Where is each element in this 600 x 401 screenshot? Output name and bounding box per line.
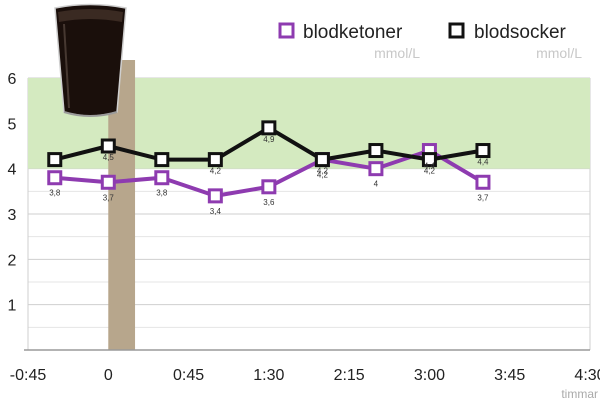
marker-blodketoner [100,174,116,190]
legend-unit-blodketoner: mmol/L [374,45,420,61]
data-label-blodsocker: 4,4 [477,158,489,167]
marker-blodketoner [261,179,277,195]
y-tick-label: 6 [8,71,17,88]
data-label-blodketoner: 3,4 [210,207,222,216]
marker-blodsocker [314,152,330,168]
marker-blodsocker [207,152,223,168]
data-label-blodsocker: 4,2 [210,167,222,176]
y-tick-label: 3 [8,207,17,224]
data-label-blodsocker: 4,9 [263,135,275,144]
marker-blodsocker [421,152,437,168]
legend-label-blodsocker: blodsocker [474,22,567,43]
data-label-blodketoner: 4,2 [317,171,329,180]
marker-blodketoner [475,174,491,190]
marker-blodketoner [154,170,170,186]
legend-label-blodketoner: blodketoner [303,22,403,43]
marker-blodsocker [100,138,116,154]
data-label-blodketoner: 3,7 [103,193,115,202]
legend-swatch-blodketoner [278,22,295,39]
series-layer [47,120,491,204]
x-tick-label: 3:45 [494,367,525,384]
x-tick-label: 3:00 [414,367,445,384]
data-label-blodketoner: 4 [374,180,379,189]
y-tick-label: 2 [8,252,17,269]
x-tick-label: 2:15 [334,367,365,384]
glass-illustration [54,3,127,117]
marker-blodsocker [475,143,491,159]
marker-blodsocker [47,152,63,168]
y-tick-label: 4 [8,162,17,179]
data-label-blodsocker: 4,2 [424,167,436,176]
axes: 1 2 3 4 5 6 -0:45 0 0:45 1:30 2:15 3:00 3:45 4:30 [8,71,600,384]
x-axis-label: timmar [561,387,598,401]
x-tick-label: 4:30 [574,367,600,384]
data-labels: 3,83,73,83,43,64,244,43,74,54,24,94,2 4,2… [49,135,489,216]
legend-unit-blodsocker: mmol/L [536,45,582,61]
legend-swatch-blodsocker [448,22,465,39]
x-tick-label: 0:45 [173,367,204,384]
data-label-blodketoner: 3,7 [477,193,489,202]
data-label-blodsocker: 4,2 [317,167,329,176]
legend: blodketoner mmol/L blodsocker mmol/L [278,22,582,61]
x-tick-label: 1:30 [253,367,284,384]
x-tick-label: 0 [104,367,113,384]
y-tick-label: 5 [8,116,17,133]
marker-blodsocker [261,120,277,136]
y-tick-label: 1 [8,298,17,315]
marker-blodketoner [368,161,384,177]
marker-blodketoner [207,188,223,204]
data-label-blodketoner: 4,4 [424,162,436,171]
data-label-blodketoner: 3,8 [156,189,168,198]
marker-blodsocker [154,152,170,168]
marker-blodsocker [368,143,384,159]
data-label-blodketoner: 3,6 [263,198,275,207]
x-tick-label: -0:45 [10,367,47,384]
data-label-blodketoner: 3,8 [49,189,61,198]
marker-blodketoner [47,170,63,186]
data-label-blodsocker: 4,5 [103,153,115,162]
